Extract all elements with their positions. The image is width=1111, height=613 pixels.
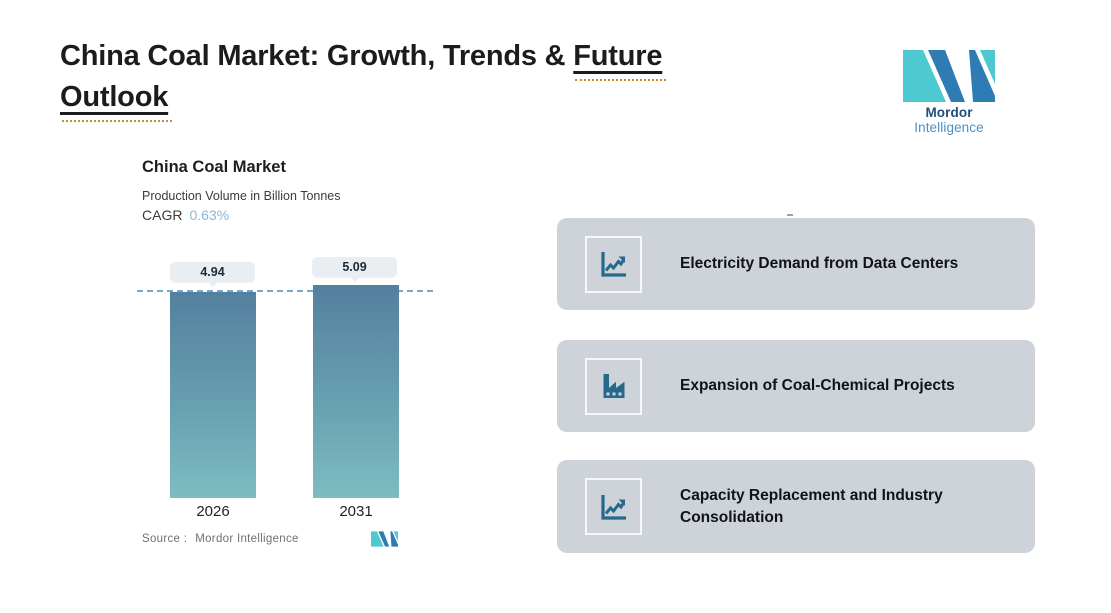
brand-wordmark: Mordor Intelligence <box>893 105 1005 135</box>
factory-icon <box>585 357 642 415</box>
cagr-label: CAGR <box>142 207 183 223</box>
brand-word-mordor: Mordor <box>925 105 973 120</box>
page-title-underlined-outlook: Outlook <box>60 77 173 122</box>
chart-subtitle: Production Volume in Billion Tonnes <box>142 189 341 203</box>
reference-dashed-line <box>137 290 433 292</box>
value-label-2026: 4.94 <box>170 262 255 287</box>
value-label-2031: 5.09 <box>312 257 397 282</box>
brand-logo: Mordor Intelligence <box>893 50 1005 135</box>
mordor-intelligence-mini-logo-icon <box>371 531 398 547</box>
line-chart-icon <box>585 478 642 535</box>
bar-2026 <box>170 292 256 498</box>
bar-2031 <box>313 285 399 498</box>
source-value: Mordor Intelligence <box>195 533 299 545</box>
driver-card-electricity-demand: Electricity Demand from Data Centers <box>557 218 1035 310</box>
page-title-underlined-future: Future <box>573 36 667 81</box>
source-label: Source : <box>142 533 188 545</box>
mordor-intelligence-logo-icon <box>903 50 995 102</box>
driver-card-capacity-replacement: Capacity Replacement and Industry Consol… <box>557 460 1035 553</box>
driver-card-coal-chemical: Expansion of Coal-Chemical Projects <box>557 340 1035 432</box>
axis-label-2026: 2026 <box>196 503 230 520</box>
chart-title: China Coal Market <box>142 158 286 176</box>
page-title: China Coal Market: Growth, Trends & Futu… <box>60 36 800 122</box>
cagr-value: 0.63% <box>189 207 230 223</box>
page-title-prefix: China Coal Market: Growth, Trends & <box>60 40 574 72</box>
brand-word-intelligence: Intelligence <box>914 120 984 135</box>
line-chart-icon <box>585 235 642 293</box>
driver-card-label: Expansion of Coal-Chemical Projects <box>680 377 955 394</box>
stray-dash <box>787 214 793 216</box>
driver-card-label: Capacity Replacement and Industry Consol… <box>680 486 943 526</box>
axis-label-2031: 2031 <box>339 503 373 520</box>
driver-card-label: Electricity Demand from Data Centers <box>680 255 959 272</box>
source-note: Source : Mordor Intelligence <box>142 533 299 545</box>
cagr-row: CAGR 0.63% <box>142 207 229 223</box>
